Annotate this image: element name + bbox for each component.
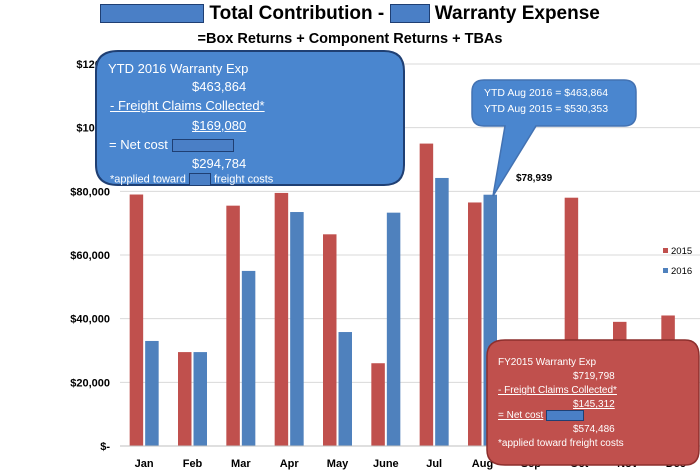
- title-total-contribution: Total Contribution -: [209, 3, 385, 24]
- ytd-2016-callout: YTD 2016 Warranty Exp $463,864 - Freight…: [96, 51, 404, 186]
- y-tick-label: $80,000: [70, 186, 110, 198]
- ytd-amount: $463,864: [192, 79, 247, 94]
- bar-2016-feb: [193, 352, 207, 446]
- x-tick-label: Apr: [280, 458, 300, 470]
- x-tick-label: Jan: [135, 458, 154, 470]
- fy-freight-label: - Freight Claims Collected*: [498, 385, 617, 396]
- bar-2015-aug: [468, 202, 482, 446]
- bar-2016-jul: [435, 177, 449, 447]
- fy-note: *applied toward freight costs: [498, 438, 624, 449]
- x-tick-label: Feb: [183, 458, 203, 470]
- ytd-freight-label: - Freight Claims Collected*: [110, 98, 265, 113]
- y-tick-label: $60,000: [70, 250, 110, 262]
- redacted-block: [389, 4, 430, 24]
- aug-ytd-callout: YTD Aug 2016 = $463,864 YTD Aug 2015 = $…: [472, 80, 636, 126]
- chart-title-line-1: Total Contribution - Warranty Expense: [0, 3, 700, 25]
- x-tick-label: Aug: [472, 458, 493, 470]
- y-tick-label: $40,000: [70, 314, 110, 326]
- fy-freight-amount: $145,312: [573, 399, 615, 410]
- aug-2015-line: YTD Aug 2015 = $530,353: [484, 103, 609, 115]
- bar-2016-may: [338, 332, 352, 446]
- fy2015-callout: FY2015 Warranty Exp $719,798 - Freight C…: [487, 340, 699, 465]
- aug-callout-shape: [471, 79, 637, 197]
- bar-2015-may: [323, 234, 337, 446]
- bar-2016-jan: [145, 340, 159, 446]
- redacted-block: [171, 139, 234, 153]
- bar-2016-june: [386, 212, 401, 446]
- fy-title: FY2015 Warranty Exp: [498, 357, 597, 368]
- redacted-block: [546, 410, 585, 421]
- bar-2015-apr: [274, 192, 289, 446]
- x-tick-label: May: [327, 458, 349, 470]
- aug-2016-line: YTD Aug 2016 = $463,864: [484, 87, 609, 99]
- legend: 2015 2016: [663, 246, 692, 277]
- ytd-freight-amount: $169,080: [192, 118, 247, 133]
- x-tick-label: Jul: [426, 458, 442, 470]
- bar-2015-feb: [178, 352, 192, 446]
- bar-2016-mar: [241, 270, 256, 446]
- fy-amount: $719,798: [573, 371, 615, 382]
- ytd-note-pre: *applied toward: [110, 173, 186, 186]
- chart-subtitle: =Box Returns + Component Returns + TBAs: [197, 31, 503, 47]
- x-tick-label: Mar: [231, 458, 251, 470]
- legend-swatch-2015: [663, 248, 668, 253]
- ytd-net-label: = Net cost: [109, 137, 168, 152]
- ytd-title: YTD 2016 Warranty Exp: [108, 61, 249, 76]
- bar-2015-june: [371, 363, 385, 446]
- fy-net-amount: $574,486: [573, 424, 615, 435]
- legend-label-2016: 2016: [671, 266, 692, 277]
- fy2015-callout-shape: [486, 339, 700, 466]
- aug-2016-data-label: $78,939: [516, 173, 553, 184]
- redacted-block: [100, 4, 205, 24]
- legend-swatch-2016: [663, 268, 668, 273]
- bar-2015-jul: [419, 143, 434, 447]
- redacted-block: [188, 173, 211, 186]
- fy-net-label: = Net cost: [498, 410, 544, 422]
- title-warranty-expense: Warranty Expense: [434, 3, 600, 24]
- ytd-net-amount: $294,784: [192, 156, 247, 171]
- ytd-note-post: freight costs: [213, 173, 274, 186]
- bar-2015-jan: [129, 194, 144, 446]
- legend-label-2015: 2015: [671, 246, 692, 257]
- y-tick-label: $20,000: [70, 377, 110, 389]
- bar-2015-mar: [226, 205, 240, 446]
- bar-2016-apr: [290, 212, 304, 446]
- y-tick-label: $-: [100, 441, 110, 453]
- x-tick-label: June: [373, 458, 399, 470]
